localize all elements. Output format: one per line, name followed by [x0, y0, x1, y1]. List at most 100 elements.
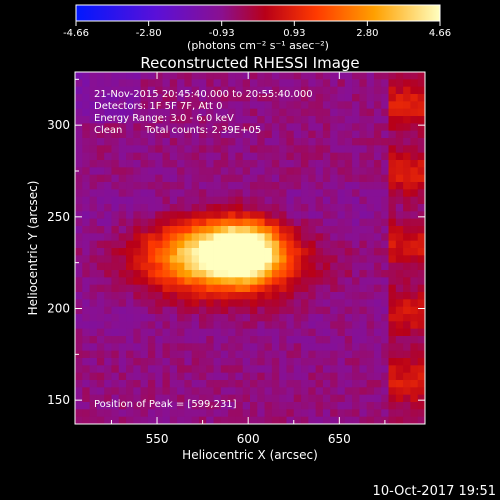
- heatmap-cell: [191, 86, 200, 95]
- heatmap-cell: [271, 372, 280, 381]
- heatmap-cell: [228, 314, 236, 322]
- heatmap-cell: [235, 108, 244, 117]
- heatmap-cell: [75, 226, 83, 234]
- heatmap-cell: [388, 299, 397, 308]
- heatmap-cell: [308, 226, 317, 234]
- heatmap-cell: [301, 79, 309, 88]
- heatmap-cell: [322, 101, 331, 110]
- heatmap-cell: [213, 174, 222, 183]
- heatmap-cell: [373, 270, 382, 278]
- heatmap-cell: [264, 292, 273, 300]
- heatmap-cell: [169, 262, 178, 271]
- heatmap-cell: [126, 167, 134, 176]
- heatmap-cell: [104, 394, 112, 403]
- heatmap-cell: [191, 365, 200, 374]
- colorbar-tick-label: -2.80: [136, 28, 162, 39]
- heatmap-cell: [395, 233, 404, 242]
- heatmap-cell: [388, 101, 397, 110]
- heatmap-cell: [126, 233, 134, 242]
- heatmap-cell: [220, 72, 229, 80]
- heatmap-cell: [417, 328, 426, 337]
- heatmap-cell: [279, 116, 287, 124]
- heatmap-cell: [366, 416, 375, 425]
- heatmap-cell: [359, 226, 368, 234]
- heatmap-cell: [104, 130, 112, 139]
- heatmap-cell: [82, 86, 90, 95]
- heatmap-cell: [111, 409, 120, 418]
- heatmap-cell: [198, 72, 207, 80]
- heatmap-cell: [308, 204, 317, 212]
- heatmap-cell: [169, 350, 178, 359]
- heatmap-cell: [388, 72, 397, 80]
- heatmap-cell: [155, 255, 163, 264]
- heatmap-cell: [191, 409, 200, 418]
- heatmap-cell: [198, 123, 207, 132]
- heatmap-cell: [264, 306, 273, 315]
- heatmap-cell: [118, 299, 127, 308]
- heatmap-cell: [381, 196, 389, 205]
- heatmap-cell: [177, 248, 185, 256]
- heatmap-cell: [228, 372, 236, 381]
- heatmap-cell: [126, 343, 134, 352]
- heatmap-cell: [228, 196, 236, 205]
- heatmap-cell: [111, 138, 120, 146]
- heatmap-cell: [395, 211, 404, 220]
- heatmap-cell: [242, 306, 251, 315]
- heatmap-cell: [250, 380, 258, 388]
- heatmap-cell: [315, 86, 324, 95]
- heatmap-cell: [264, 358, 273, 366]
- heatmap-cell: [111, 167, 120, 176]
- heatmap-cell: [315, 299, 324, 308]
- heatmap-cell: [89, 306, 98, 315]
- heatmap-cell: [286, 108, 295, 117]
- heatmap-cell: [352, 233, 360, 242]
- heatmap-cell: [96, 350, 105, 359]
- heatmap-cell: [257, 189, 265, 198]
- heatmap-cell: [82, 123, 90, 132]
- heatmap-cell: [352, 218, 360, 227]
- heatmap-cell: [75, 380, 83, 388]
- heatmap-cell: [191, 167, 200, 176]
- heatmap-cell: [308, 402, 317, 410]
- heatmap-cell: [403, 240, 411, 249]
- heatmap-cell: [373, 145, 382, 154]
- heatmap-cell: [191, 321, 200, 330]
- heatmap-cell: [366, 123, 375, 132]
- heatmap-cell: [228, 167, 236, 176]
- heatmap-cell: [330, 416, 338, 425]
- heatmap-cell: [89, 328, 98, 337]
- heatmap-cell: [228, 240, 236, 249]
- heatmap-cell: [257, 196, 265, 205]
- heatmap-cell: [96, 416, 105, 425]
- heatmap-cell: [228, 72, 236, 80]
- heatmap-cell: [381, 336, 389, 344]
- heatmap-cell: [352, 277, 360, 286]
- heatmap-cell: [126, 248, 134, 256]
- heatmap-cell: [104, 365, 112, 374]
- heatmap-cell: [308, 328, 317, 337]
- heatmap-cell: [126, 240, 134, 249]
- heatmap-cell: [395, 108, 404, 117]
- heatmap-cell: [264, 79, 273, 88]
- heatmap-cell: [279, 380, 287, 388]
- heatmap-cell: [220, 409, 229, 418]
- heatmap-cell: [104, 167, 112, 176]
- heatmap-cell: [162, 108, 171, 117]
- heatmap-cell: [96, 321, 105, 330]
- heatmap-cell: [169, 402, 178, 410]
- heatmap-cell: [337, 233, 346, 242]
- heatmap-cell: [140, 277, 149, 286]
- heatmap-cell: [162, 402, 171, 410]
- heatmap-cell: [366, 255, 375, 264]
- heatmap-cell: [111, 314, 120, 322]
- heatmap-cell: [169, 72, 178, 80]
- heatmap-cell: [104, 86, 112, 95]
- heatmap-cell: [366, 299, 375, 308]
- heatmap-cell: [133, 182, 142, 190]
- heatmap-cell: [89, 255, 98, 264]
- heatmap-cell: [410, 328, 419, 337]
- heatmap-cell: [410, 167, 419, 176]
- heatmap-cell: [308, 416, 317, 425]
- heatmap-cell: [395, 416, 404, 425]
- heatmap-cell: [89, 336, 98, 344]
